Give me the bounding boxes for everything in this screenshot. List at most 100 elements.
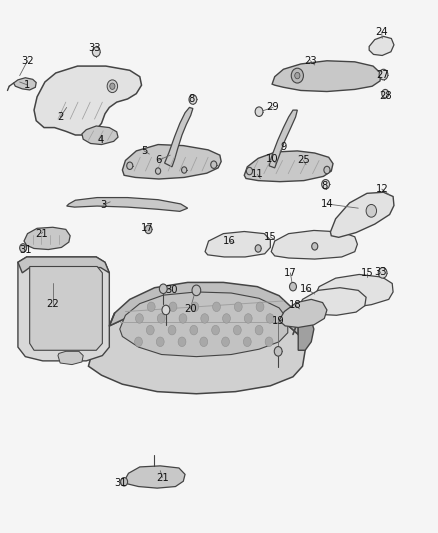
Text: 17: 17: [284, 268, 297, 278]
Polygon shape: [122, 144, 221, 179]
Circle shape: [110, 83, 115, 90]
Text: 18: 18: [288, 300, 301, 310]
Circle shape: [147, 302, 155, 312]
Text: 31: 31: [19, 245, 32, 255]
Polygon shape: [82, 126, 118, 144]
Circle shape: [382, 90, 389, 98]
Circle shape: [255, 107, 263, 116]
Circle shape: [189, 95, 197, 104]
Text: 30: 30: [165, 285, 177, 295]
Text: 21: 21: [35, 229, 48, 239]
Text: 31: 31: [114, 478, 127, 488]
Circle shape: [155, 168, 161, 174]
Polygon shape: [110, 282, 298, 334]
Polygon shape: [292, 304, 314, 350]
Circle shape: [255, 325, 263, 335]
Circle shape: [146, 325, 154, 335]
Text: 27: 27: [376, 70, 389, 79]
Circle shape: [244, 337, 251, 346]
Text: 14: 14: [321, 199, 333, 209]
Polygon shape: [124, 466, 185, 488]
Text: 15: 15: [360, 268, 373, 278]
Polygon shape: [330, 192, 394, 237]
Text: 1: 1: [24, 79, 30, 90]
Polygon shape: [205, 231, 270, 257]
Circle shape: [233, 325, 241, 335]
Circle shape: [265, 337, 273, 346]
Polygon shape: [58, 351, 83, 365]
Circle shape: [295, 72, 300, 79]
Polygon shape: [297, 288, 366, 316]
Polygon shape: [24, 227, 70, 249]
FancyBboxPatch shape: [36, 292, 94, 327]
Polygon shape: [272, 61, 381, 92]
Polygon shape: [269, 110, 297, 168]
Text: 33: 33: [89, 43, 101, 53]
Circle shape: [223, 314, 230, 323]
Polygon shape: [18, 257, 110, 361]
Text: 8: 8: [188, 94, 194, 104]
Polygon shape: [34, 66, 141, 135]
Circle shape: [244, 314, 252, 323]
Circle shape: [134, 337, 142, 346]
Text: 8: 8: [321, 181, 328, 191]
Text: 17: 17: [141, 223, 154, 233]
Text: 19: 19: [272, 316, 285, 326]
Text: 5: 5: [141, 146, 147, 156]
Polygon shape: [67, 198, 187, 212]
Text: 21: 21: [156, 473, 169, 482]
Circle shape: [200, 337, 208, 346]
Polygon shape: [165, 108, 193, 167]
Polygon shape: [30, 266, 102, 350]
Text: 20: 20: [184, 304, 197, 314]
Circle shape: [92, 47, 100, 56]
Circle shape: [247, 167, 253, 175]
Circle shape: [191, 302, 199, 312]
Circle shape: [322, 180, 329, 189]
Circle shape: [291, 68, 304, 83]
Circle shape: [145, 225, 152, 233]
Circle shape: [20, 244, 27, 252]
Circle shape: [156, 337, 164, 346]
Text: 12: 12: [375, 184, 388, 194]
Polygon shape: [18, 257, 110, 273]
Circle shape: [324, 166, 330, 174]
Circle shape: [159, 284, 167, 294]
Circle shape: [222, 337, 230, 346]
Circle shape: [212, 325, 219, 335]
Text: 10: 10: [266, 155, 279, 164]
Text: 24: 24: [375, 27, 388, 37]
Circle shape: [378, 268, 387, 278]
Polygon shape: [369, 36, 394, 55]
Circle shape: [157, 314, 165, 323]
Text: 16: 16: [300, 284, 312, 294]
Polygon shape: [244, 151, 333, 182]
Text: 2: 2: [57, 112, 64, 122]
Circle shape: [201, 314, 208, 323]
Text: 9: 9: [280, 142, 286, 152]
Polygon shape: [120, 292, 288, 357]
Circle shape: [127, 162, 133, 169]
Text: 11: 11: [251, 169, 264, 179]
Text: 15: 15: [264, 232, 277, 242]
Circle shape: [168, 325, 176, 335]
Circle shape: [169, 302, 177, 312]
Text: 33: 33: [374, 267, 386, 277]
Circle shape: [190, 325, 198, 335]
Circle shape: [255, 245, 261, 252]
Circle shape: [274, 346, 282, 356]
Circle shape: [290, 282, 297, 291]
Circle shape: [211, 161, 217, 168]
Circle shape: [182, 167, 187, 173]
Circle shape: [256, 302, 264, 312]
Circle shape: [192, 285, 201, 296]
Text: 23: 23: [304, 56, 317, 66]
Circle shape: [135, 314, 143, 323]
Circle shape: [179, 314, 187, 323]
Circle shape: [312, 243, 318, 250]
Circle shape: [379, 69, 388, 80]
Circle shape: [107, 80, 117, 93]
Polygon shape: [14, 78, 36, 90]
Text: 29: 29: [267, 102, 279, 112]
Text: 22: 22: [46, 298, 59, 309]
